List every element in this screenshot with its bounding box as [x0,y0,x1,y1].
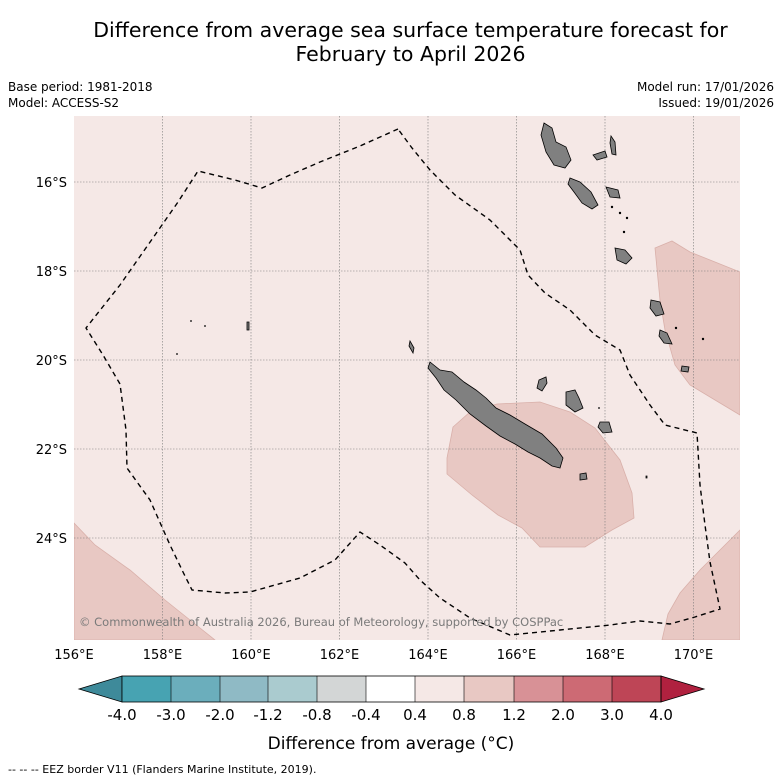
isle-of-pines [579,472,588,481]
colorbar-extend-high [660,675,706,703]
colorbar: -4.0 -3.0 -2.0 -1.2 -0.8 -0.4 0.4 0.8 1.… [77,675,706,754]
lat-label: 20°S [36,354,67,369]
vanuatu-islet-ambrym [605,186,621,199]
colorbar-bin [171,676,220,702]
colorbar-bin [122,676,171,702]
graticule [74,116,740,640]
ocean-background [74,116,740,640]
colorbar-bin [464,676,514,702]
lon-label: 170°E [674,648,714,663]
colorbar-bin [563,676,612,702]
colorbar-bin [268,676,317,702]
footnote: -- -- -- EEZ border V11 (Flanders Marine… [8,763,317,776]
vanuatu-islet-maewo [609,134,617,156]
efate [614,247,633,265]
colorbar-tick-label: 1.2 [502,706,526,724]
lon-label: 158°E [143,648,183,663]
anomaly-region-southwest [74,522,216,640]
aneityum [680,365,690,373]
lat-label: 16°S [36,176,67,191]
land-masses [246,122,690,481]
title-line-2: February to April 2026 [295,42,526,66]
colorbar-tick-labels: -4.0 -3.0 -2.0 -1.2 -0.8 -0.4 0.4 0.8 1.… [107,706,673,724]
colorbar-tick-label: -0.4 [351,706,380,724]
belep-islet [408,339,415,355]
malakula [567,177,599,210]
issued-text: Issued: 19/01/2026 [658,96,774,110]
meta-left: Base period: 1981-2018 Model: ACCESS-S2 [8,79,153,111]
colorbar-bin [612,676,661,702]
anomaly-region-southeast [661,529,740,640]
lon-label: 166°E [497,648,537,663]
chesterfield-islet [246,321,250,331]
colorbar-bin [366,676,415,702]
lon-label: 164°E [408,648,448,663]
lat-label: 24°S [36,532,67,547]
colorbar-bin [220,676,268,702]
loyalty-lifou [565,389,584,413]
copyright-text: © Commonwealth of Australia 2026, Bureau… [79,615,563,629]
latitude-labels: 16°S 18°S 20°S 22°S 24°S [36,176,67,547]
colorbar-bin [317,676,366,702]
colorbar-bin [415,676,464,702]
model-run-text: Model run: 17/01/2026 [636,80,774,94]
colorbar-tick-label: 4.0 [649,706,673,724]
walpole-islet [645,475,648,479]
colorbar-bin [514,676,563,702]
colorbar-tick-label: -0.8 [302,706,331,724]
colorbar-tick-label: -4.0 [107,706,136,724]
colorbar-tick-label: -1.2 [253,706,282,724]
meta-right: Model run: 17/01/2026 Issued: 19/01/2026 [637,79,774,111]
anomaly-region-central [446,401,635,548]
lon-label: 156°E [54,648,94,663]
map-area: © Commonwealth of Australia 2026, Bureau… [74,116,740,640]
colorbar-tick-label: 2.0 [551,706,575,724]
lat-label: 18°S [36,265,67,280]
title-line-1: Difference from average sea surface temp… [93,18,728,42]
new-caledonia-island [427,361,564,469]
colorbar-tick-label: 3.0 [600,706,624,724]
colorbar-tick-label: -3.0 [156,706,185,724]
loyalty-ouvea [536,376,548,392]
model-text: Model: ACCESS-S2 [8,96,120,110]
eez-border [85,128,721,636]
anomaly-region-east [654,240,740,416]
colorbar-tick-label: 0.4 [403,706,427,724]
chart-title: Difference from average sea surface temp… [0,18,781,66]
colorbar-extend-low [77,675,123,703]
colorbar-tick-label: -2.0 [205,706,234,724]
tanna [658,329,673,345]
base-period-text: Base period: 1981-2018 [8,80,153,94]
lon-label: 168°E [585,648,625,663]
colorbar-axis-label: Difference from average (°C) [268,734,515,754]
lat-label: 22°S [36,443,67,458]
lon-label: 160°E [231,648,271,663]
vanuatu-islet-pentecost [592,150,608,161]
longitude-labels: 156°E 158°E 160°E 162°E 164°E 166°E 168°… [54,648,713,663]
lon-label: 162°E [320,648,360,663]
colorbar-tick-label: 0.8 [452,706,476,724]
loyalty-mare [597,421,613,434]
espiritu-santo [540,122,572,169]
small-islets [176,205,705,409]
erromango [649,299,665,317]
